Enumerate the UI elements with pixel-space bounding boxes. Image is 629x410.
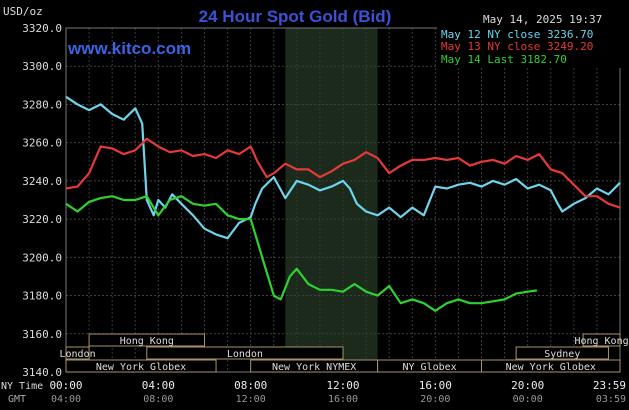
y-tick-label: 3140.0 <box>22 366 62 379</box>
session-label: London <box>59 349 95 360</box>
timestamp: May 14, 2025 19:37 <box>483 13 602 26</box>
x-tick-label-gmt: 03:59 <box>596 394 626 405</box>
x-tick-label-ny: 23:59 <box>593 379 626 392</box>
session-label: Hong Kong <box>574 336 628 347</box>
legend: May 12 NY close 3236.70 May 13 NY close … <box>437 27 622 68</box>
nymex-session-band <box>285 28 378 372</box>
x-tick-label-gmt: 16:00 <box>328 394 358 405</box>
session-box <box>515 346 609 360</box>
x-tick-label-ny: 08:00 <box>234 379 267 392</box>
session-label: New York Globex <box>506 362 596 373</box>
legend-entry-may12: May 12 NY close 3236.70 <box>441 28 593 41</box>
y-axis-label: USD/oz <box>3 5 43 18</box>
session-box <box>65 359 217 373</box>
series-line-0 <box>65 95 621 240</box>
x-tick-label-gmt: 08:00 <box>143 394 173 405</box>
x-tick-label-gmt: 00:00 <box>513 394 543 405</box>
y-tick-label: 3240.0 <box>22 175 62 188</box>
x-tick-label-ny: 20:00 <box>511 379 544 392</box>
y-tick-label: 3260.0 <box>22 137 62 150</box>
gmt-label: GMT <box>8 394 26 405</box>
session-box <box>582 333 621 347</box>
x-tick-label-ny: 16:00 <box>419 379 452 392</box>
series-line-2 <box>65 195 538 312</box>
y-tick-label: 3200.0 <box>22 251 62 264</box>
y-tick-label: 3160.0 <box>22 328 62 341</box>
x-tick-label-gmt: 12:00 <box>236 394 266 405</box>
x-tick-label-ny: 12:00 <box>326 379 359 392</box>
legend-entry-may14: May 14 Last 3182.70 <box>441 53 567 66</box>
y-tick-label: 3320.0 <box>22 22 62 35</box>
session-box <box>481 359 621 373</box>
session-box <box>146 346 344 360</box>
y-tick-label: 3280.0 <box>22 98 62 111</box>
chart-title: 24 Hour Spot Gold (Bid) <box>199 7 392 26</box>
y-tick-label: 3180.0 <box>22 290 62 303</box>
x-tick-label-ny: 04:00 <box>142 379 175 392</box>
session-label: Sydney <box>544 349 580 360</box>
session-label: London <box>227 349 263 360</box>
session-label: NY Globex <box>402 362 456 373</box>
session-box <box>65 346 90 360</box>
y-tick-label: 3220.0 <box>22 213 62 226</box>
ny-time-label: NY Time <box>1 381 43 392</box>
y-tick-label: 3300.0 <box>22 60 62 73</box>
x-tick-label-gmt: 04:00 <box>51 394 81 405</box>
x-tick-label-ny: 00:00 <box>49 379 82 392</box>
watermark: www.kitco.com <box>67 39 191 58</box>
session-box <box>88 333 205 347</box>
session-label: New York NYMEX <box>272 362 356 373</box>
session-label: New York Globex <box>96 362 186 373</box>
legend-entry-may13: May 13 NY close 3249.20 <box>441 40 593 53</box>
x-tick-label-gmt: 20:00 <box>420 394 450 405</box>
session-label: Hong Kong <box>120 336 174 347</box>
series-line-1 <box>65 137 621 209</box>
